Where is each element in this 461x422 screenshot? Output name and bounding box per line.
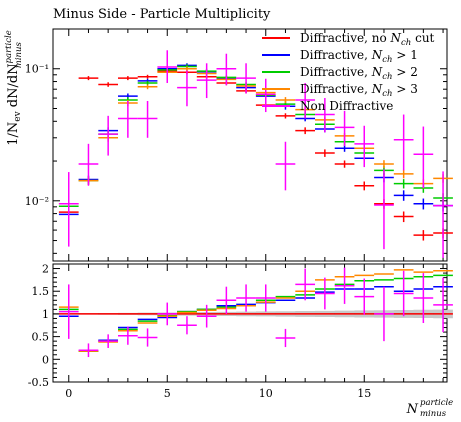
main-frame bbox=[52, 28, 448, 262]
x-axis-label: N particle minus bbox=[406, 398, 454, 419]
y-tick-label: 10⁻¹ bbox=[25, 63, 49, 76]
legend-label: Diffractive, no Nch cut bbox=[300, 31, 435, 48]
series-diffractive-no-n-ch-cut bbox=[58, 69, 453, 241]
svg-text:particle: particle bbox=[420, 398, 453, 408]
x-tick-label: 10 bbox=[259, 387, 273, 400]
chart-title: Minus Side - Particle Multiplicity bbox=[53, 7, 271, 22]
ratio-plot-panel: 0 5 10 15 -0.5 0 0.5 1 1.5 2 bbox=[28, 263, 453, 400]
series-diffractive-n-ch-3 bbox=[58, 269, 453, 352]
y-tick-label: 1.5 bbox=[32, 285, 50, 298]
legend-label: Diffractive, Nch > 2 bbox=[300, 65, 418, 82]
ratio-frame bbox=[52, 263, 448, 383]
main-plot-panel: 10⁻² 10⁻¹ bbox=[25, 28, 453, 262]
series-non-diffractive bbox=[58, 267, 453, 358]
x-tick-label: 0 bbox=[65, 387, 72, 400]
series-non-diffractive bbox=[58, 50, 453, 258]
y-axis-label: 1/Nev dN/dNparticleminus bbox=[4, 30, 24, 146]
legend-label: Non Diffractive bbox=[300, 99, 393, 113]
legend-label: Diffractive, Nch > 3 bbox=[300, 82, 418, 99]
y-tick-label: 0 bbox=[42, 353, 49, 366]
y-tick-label: -0.5 bbox=[28, 376, 49, 389]
svg-text:1/Nev dN/dNparticleminus: 1/Nev dN/dNparticleminus bbox=[4, 30, 24, 146]
x-tick-label: 15 bbox=[357, 387, 371, 400]
y-tick-label: 10⁻² bbox=[25, 195, 49, 208]
x-tick-label: 5 bbox=[164, 387, 171, 400]
svg-text:N: N bbox=[406, 402, 419, 417]
y-tick-label: 2 bbox=[42, 263, 49, 276]
legend-label: Diffractive, Nch > 1 bbox=[300, 48, 418, 65]
svg-text:minus: minus bbox=[420, 409, 447, 419]
y-tick-label: 1 bbox=[42, 308, 49, 321]
y-tick-label: 0.5 bbox=[32, 331, 50, 344]
